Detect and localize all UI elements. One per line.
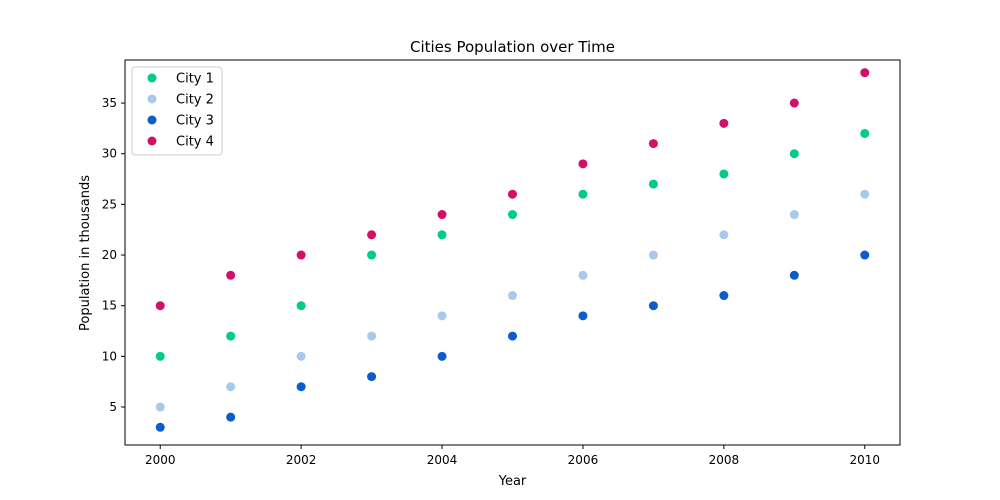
y-axis-label: Population in thousands [78,175,93,331]
y-tick-label: 30 [102,147,117,161]
chart-title: Cities Population over Time [410,38,615,56]
data-point [578,189,588,199]
data-point [367,230,377,240]
x-tick-label: 2008 [709,453,740,467]
data-point [367,250,377,260]
data-point [226,270,236,280]
data-point [789,98,799,108]
data-point [155,351,165,361]
data-point [648,301,658,311]
x-tick-label: 2002 [286,453,317,467]
data-point [789,270,799,280]
y-tick-label: 15 [102,299,117,313]
data-point [437,311,447,321]
data-point [648,250,658,260]
legend-box [131,66,223,156]
data-point [719,291,729,301]
data-point [226,382,236,392]
legend-marker [147,73,157,83]
series-city-3 [155,250,870,432]
data-point [860,128,870,138]
axis-ticks: 2000 2002 2004 2006 2008 2010 5 10 15 20 25 30 35 [102,96,880,467]
data-point [508,291,517,301]
legend: City 1 City 2 City 3 City 4 [131,66,223,156]
legend-label: City 3 [176,114,214,129]
series-city-2 [155,189,870,412]
plot-frame [124,59,901,446]
data-point [155,301,165,311]
data-points [155,68,870,432]
data-point [437,230,447,240]
data-point [296,382,306,392]
legend-marker [147,115,157,125]
x-tick-label: 2010 [849,453,880,467]
data-point [648,179,658,189]
data-point [860,189,870,199]
series-city-4 [155,68,870,311]
data-point [437,351,447,361]
data-point [789,210,799,220]
data-point [226,412,236,422]
data-point [860,68,870,78]
legend-label: City 1 [176,72,214,87]
data-point [437,210,447,220]
data-point [296,351,306,361]
data-point [226,331,236,341]
data-point [367,331,377,341]
x-tick-label: 2000 [145,453,176,467]
series-city-1 [155,128,870,361]
data-point [719,118,729,128]
data-point [296,301,306,311]
y-axis-label-group: Population in thousands [78,175,93,331]
legend-marker [147,94,157,104]
data-point [648,139,658,149]
y-tick-label: 10 [102,349,117,363]
data-point [508,331,517,341]
data-point [578,159,588,169]
legend-label: City 4 [176,135,214,150]
data-point [860,250,870,260]
x-tick-label: 2004 [427,453,458,467]
data-point [155,422,165,432]
data-point [508,189,517,199]
data-point [578,270,588,280]
data-point [719,169,729,179]
data-point [296,250,306,260]
legend-marker [147,136,157,146]
x-tick-label: 2006 [568,453,599,467]
x-axis-label: Year [498,474,527,489]
legend-label: City 2 [176,93,214,108]
data-point [719,230,729,240]
data-point [789,149,799,159]
data-point [508,210,517,220]
y-tick-label: 20 [102,248,117,262]
y-tick-label: 5 [109,400,117,414]
y-tick-label: 25 [102,197,117,211]
data-point [155,402,165,412]
data-point [367,372,377,382]
y-tick-label: 35 [102,96,117,110]
data-point [578,311,588,321]
